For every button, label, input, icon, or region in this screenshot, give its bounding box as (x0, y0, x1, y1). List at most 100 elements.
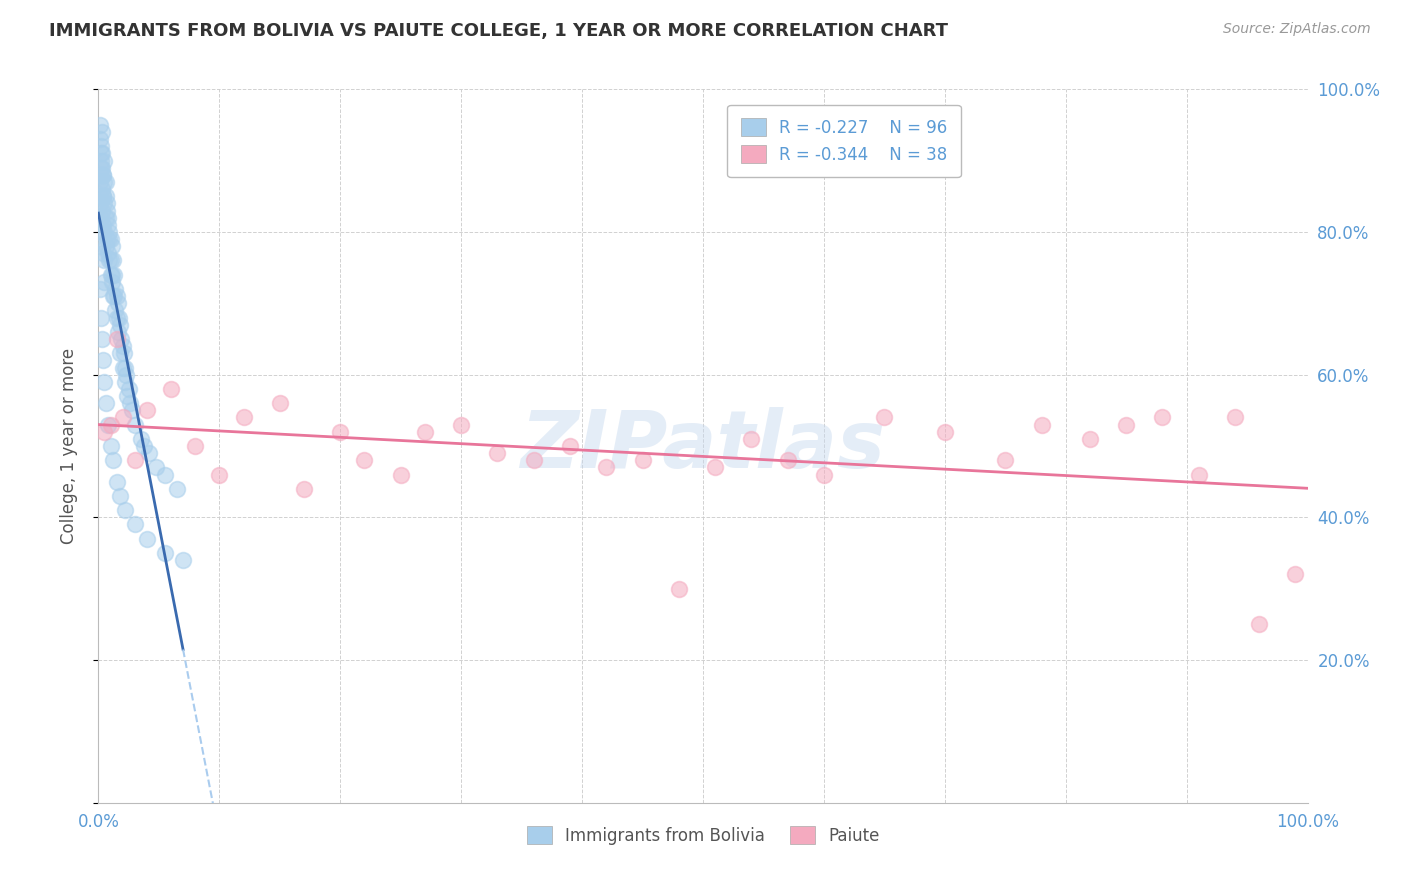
Point (103, 289, 125, 303)
Point (129, 432, 152, 446)
Point (101, 289, 124, 303)
Point (135, 403, 157, 417)
Point (450, 417, 472, 432)
Point (208, 467, 231, 482)
Point (91, 203, 114, 218)
Point (100, 275, 122, 289)
Point (97, 218, 120, 232)
Point (1284, 567, 1306, 582)
Point (523, 453, 546, 467)
Point (269, 396, 291, 410)
Point (91, 189, 114, 203)
Y-axis label: College, 1 year or more: College, 1 year or more (59, 348, 77, 544)
Point (94, 396, 117, 410)
Point (93, 175, 115, 189)
Point (153, 546, 176, 560)
Point (117, 389, 139, 403)
Point (100, 232, 122, 246)
Point (89, 196, 111, 211)
Point (124, 517, 146, 532)
Point (100, 417, 122, 432)
Point (91, 182, 114, 196)
Point (934, 425, 956, 439)
Point (96, 196, 118, 211)
Point (740, 432, 762, 446)
Point (89, 189, 111, 203)
Point (558, 439, 581, 453)
Point (90, 168, 112, 182)
Point (1188, 467, 1211, 482)
Point (353, 453, 375, 467)
Point (96, 232, 118, 246)
Point (94, 189, 117, 203)
Point (166, 482, 188, 496)
Point (121, 403, 143, 417)
Point (94, 211, 117, 225)
Point (112, 346, 135, 360)
Point (108, 489, 131, 503)
Point (89, 132, 111, 146)
Point (138, 446, 160, 460)
Point (90, 153, 112, 168)
Point (232, 410, 254, 425)
Point (1152, 410, 1174, 425)
Point (91, 168, 114, 182)
Point (111, 410, 134, 425)
Point (91, 332, 114, 346)
Point (90, 310, 112, 325)
Point (98, 232, 121, 246)
Point (118, 382, 141, 396)
Point (100, 253, 122, 268)
Point (110, 332, 132, 346)
Text: Source: ZipAtlas.com: Source: ZipAtlas.com (1223, 22, 1371, 37)
Point (100, 268, 122, 282)
Point (172, 553, 194, 567)
Point (115, 368, 138, 382)
Point (90, 139, 112, 153)
Point (114, 360, 136, 375)
Point (91, 189, 114, 203)
Point (96, 203, 118, 218)
Point (94, 239, 117, 253)
Point (101, 253, 124, 268)
Point (89, 175, 111, 189)
Point (89, 118, 111, 132)
Point (91, 218, 114, 232)
Point (100, 268, 122, 282)
Point (1223, 410, 1246, 425)
Legend: Immigrants from Bolivia, Paiute: Immigrants from Bolivia, Paiute (520, 820, 886, 852)
Point (994, 453, 1017, 467)
Point (108, 346, 131, 360)
Point (105, 332, 128, 346)
Point (91, 146, 114, 161)
Point (124, 453, 146, 467)
Point (873, 410, 896, 425)
Point (97, 417, 120, 432)
Point (1115, 417, 1137, 432)
Point (704, 460, 727, 475)
Point (135, 532, 157, 546)
Point (111, 339, 134, 353)
Point (153, 467, 176, 482)
Point (134, 439, 156, 453)
Point (98, 225, 121, 239)
Point (89, 282, 111, 296)
Point (114, 375, 136, 389)
Point (98, 253, 121, 268)
Point (105, 310, 128, 325)
Point (93, 225, 115, 239)
Point (108, 310, 131, 325)
Point (93, 253, 115, 268)
Point (104, 303, 127, 318)
Point (145, 460, 167, 475)
Point (97, 246, 120, 260)
Point (91, 125, 114, 139)
Point (813, 467, 835, 482)
Point (90, 211, 112, 225)
Point (90, 161, 112, 175)
Point (184, 439, 207, 453)
Point (292, 482, 315, 496)
Point (160, 382, 183, 396)
Point (91, 246, 114, 260)
Point (486, 446, 509, 460)
